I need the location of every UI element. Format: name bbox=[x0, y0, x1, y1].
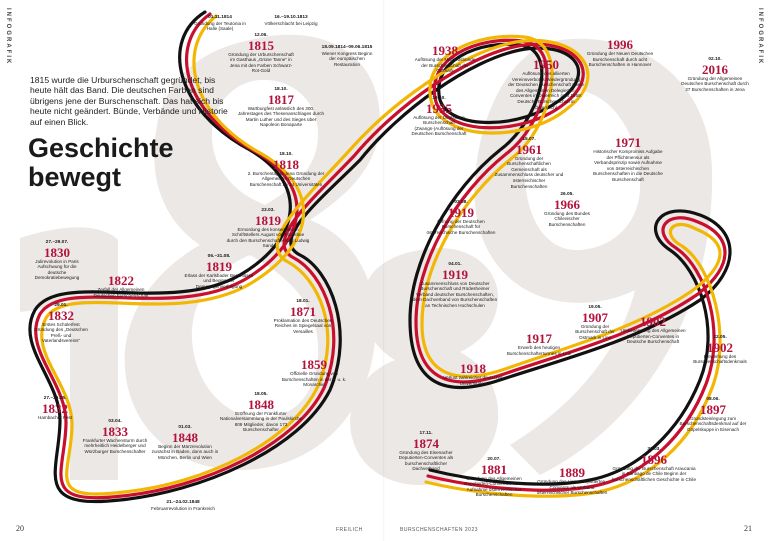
timeline-event: 27.–29.07. 1830 Julirevolution in Paris Au… bbox=[34, 240, 80, 281]
timeline-event: 1996 Gründung der Neuen Deutschen Bursche… bbox=[586, 37, 654, 68]
timeline-event: 18.09.1814–09.06.1815 Wiener Kongress Beg… bbox=[321, 45, 373, 67]
timeline-event: 31.03. 1896 Gründung der Burschenschaft Ar… bbox=[612, 447, 697, 482]
timeline-event: 17.11. 1874 Gründung des Eisenacher Deputi… bbox=[398, 431, 454, 472]
intro-text: 1815 wurde die Urburschenschaft gegründe… bbox=[30, 75, 228, 127]
side-label-left: INFOGRAFIK bbox=[5, 8, 11, 66]
page-number-right: 21 bbox=[744, 524, 752, 533]
headline: Geschichte bewegt bbox=[28, 133, 174, 192]
timeline-event: 1822 Zerfall der Allgemeinen Deutschen Bu… bbox=[93, 273, 149, 298]
timeline-event: 21.–24.02.1848 Februarrevolution in Frank… bbox=[151, 500, 215, 511]
footer-issue: BURSCHENSCHAFTEN 2023 bbox=[400, 527, 479, 533]
ghost-digit-8-right bbox=[350, 248, 499, 485]
timeline-event: 04.01. 1919 Zusammenschluss von Deutscher … bbox=[412, 262, 498, 308]
timeline-event: 08.06. 1897 Grundsteinlegung zum Burschens… bbox=[679, 397, 747, 432]
timeline-event: 15.07. 1961 Gründung der Burschenschaftlic… bbox=[494, 137, 564, 189]
timeline-event: 18.10. 1818 2. Burschentag in Jena Gründun… bbox=[247, 152, 325, 187]
timeline-event: 1971 Historischer Kompromiss Aufgabe der … bbox=[593, 135, 663, 182]
timeline-event: 1889 Gründung des Linzer Deputierten-Conv… bbox=[536, 465, 608, 496]
timeline-event: 1950 Auflösung des alliierten Vereinsverb… bbox=[508, 57, 584, 110]
timeline-event: 22.05. 1902 Einweihung des Burschenschafts… bbox=[693, 335, 747, 365]
ghost-digit-9 bbox=[474, 38, 713, 475]
side-label-right: INFOGRAFIK bbox=[757, 8, 763, 66]
timeline-event: 16.10. 1935 Auflösung der Deutschen Bursch… bbox=[411, 96, 467, 137]
timeline-event: 02.10. 2016 Gründung der Allgemeinen Deuts… bbox=[681, 57, 749, 92]
timeline-event: 01.11.1814 Gründung der Teutonia in Halle… bbox=[194, 15, 246, 32]
timeline-event: 20.07. 1881 Gründung des Allgemeinen Deput… bbox=[464, 457, 524, 498]
ribbon-red bbox=[34, 12, 727, 500]
tricolor-ribbon bbox=[28, 10, 732, 503]
timeline-event: 23.03. 1819 Ermordung des konservativen Sc… bbox=[226, 208, 310, 249]
timeline-event: 01.03. 1848 Beginn der Märzrevolution zunä… bbox=[151, 425, 219, 460]
timeline-event: 18.05. 1848 Eröffnung der Frankfurter Nati… bbox=[219, 392, 303, 433]
timeline-event: 1902 Umbenennung des Allgemeinen Deputier… bbox=[620, 314, 686, 345]
ghost-digit-8-left bbox=[124, 34, 380, 470]
timeline-event: 06.–31.08. 1819 Erlass der Karlsbader Besc… bbox=[184, 254, 254, 289]
page-number-left: 20 bbox=[16, 524, 24, 533]
timeline-event: 03.08. 1919 Öffnung der Deutschen Burschen… bbox=[426, 200, 496, 235]
page-fold bbox=[383, 0, 385, 541]
timeline-event: 03.04. 1833 Frankfurter Wachensturm durch … bbox=[82, 419, 148, 454]
timeline-event: 1917 Erwerb des heutigen Burschenschafter… bbox=[506, 331, 572, 356]
footer-publisher: FREILICH bbox=[336, 527, 363, 533]
timeline-event: 27.–30.05. 1832 Hambacher Fest bbox=[38, 396, 72, 420]
timeline-event: 12.06. 1815 Gründung der Urburschenschaft … bbox=[228, 33, 294, 74]
timeline-event: 1918 Verlust zahlreicher deutscher Univer… bbox=[443, 361, 503, 386]
timeline-event: 1938 Auflösung der Mitgliedsbünde der Bur… bbox=[414, 43, 476, 74]
ribbon-gold bbox=[40, 14, 722, 498]
timeline-event: 29.01. 1832 Erstes Schülerfest Gründung de… bbox=[34, 303, 88, 344]
timeline-event: 18.01. 1871 Proklamation des Deutschen Rei… bbox=[273, 299, 333, 334]
timeline-event: 26.05. 1966 Gründung des Bundes Chilenisch… bbox=[544, 192, 590, 227]
timeline-event: 16.–19.10.1813 Völkerschlacht bei Leipzig bbox=[264, 15, 318, 26]
ghost-digits bbox=[20, 34, 713, 485]
timeline-event: 18.10. 1817 Wartburgfest anlässlich des 30… bbox=[237, 87, 325, 128]
timeline-event: 19.05. 1907 Gründung der Burschenschaft de… bbox=[575, 305, 615, 340]
timeline-event: 1859 Offizielle Gründung von Burschenscha… bbox=[281, 357, 347, 388]
